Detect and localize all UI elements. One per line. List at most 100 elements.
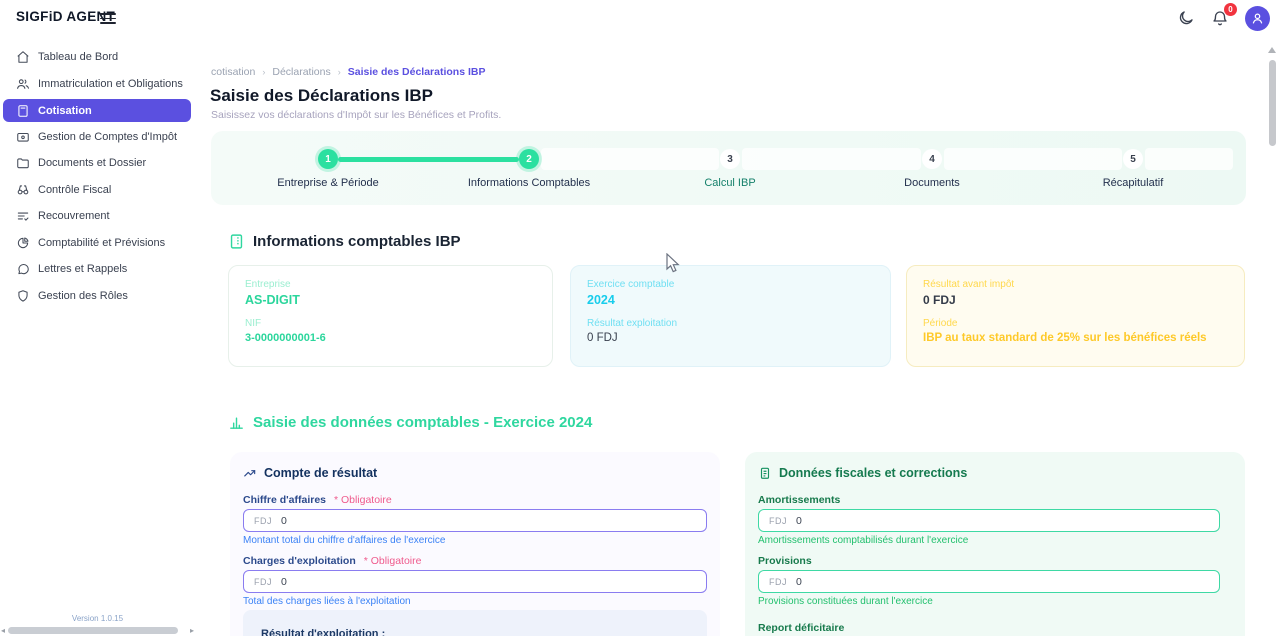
breadcrumb-cotisation[interactable]: cotisation [211,66,256,78]
card-entreprise: Entreprise AS-DIGIT NIF 3-0000000001-6 [228,265,553,367]
step-recapitulatif[interactable]: 5 Récapitulatif [1048,131,1218,189]
resultat-avant-impot-value: 0 FDJ [923,293,956,307]
notification-badge: 0 [1224,3,1237,16]
bar-chart-icon [230,417,243,429]
pie-chart-icon [17,237,29,248]
step-calcul-ibp[interactable]: 3 Calcul IBP [645,131,815,189]
currency-prefix: FDJ [254,576,272,587]
step-entreprise-periode[interactable]: 1 Entreprise & Période [243,131,413,189]
step-label: Calcul IBP [704,177,756,189]
resultat-exploitation-box: Résultat d'exploitation : [243,610,707,636]
required-tag: * Obligatoire [333,494,392,506]
currency-prefix: FDJ [769,576,787,587]
input-value: 0 [796,575,802,588]
trending-up-icon [244,470,256,477]
credit-card-icon [17,132,29,142]
exercice-label: Exercice comptable [587,279,675,290]
page-title: Saisie des Déclarations IBP [210,86,433,105]
topbar: SIGFiD AGENT 0 [0,0,1280,36]
card-resultat-impot: Résultat avant impôt 0 FDJ Période IBP a… [906,265,1245,367]
notifications-button[interactable]: 0 [1211,3,1237,27]
breadcrumb-declarations[interactable]: Déclarations [272,66,331,78]
entreprise-label: Entreprise [245,279,291,290]
step-number: 1 [318,149,338,169]
resultat-exploitation-value: 0 FDJ [587,332,618,344]
breadcrumb-separator: › [262,67,266,77]
vertical-scroll-up-arrow-icon[interactable] [1268,47,1276,53]
compte-resultat-heading: Compte de résultat [243,466,707,480]
step-number: 5 [1123,149,1143,169]
main-content: cotisation › Déclarations › Saisie des D… [195,36,1280,636]
sidebar-item-immatriculation[interactable]: Immatriculation et Obligations [3,71,191,98]
input-value: 0 [281,514,287,527]
sidebar: Tableau de Bord Immatriculation et Oblig… [0,36,195,636]
stepper-connector-done [338,157,519,162]
stepper-connector [742,148,921,170]
sidebar-item-controle-fiscal[interactable]: Contrôle Fiscal [3,177,191,204]
chat-bubble-icon [18,264,29,275]
sidebar-item-label: Comptabilité et Prévisions [38,236,166,249]
required-tag: * Obligatoire [363,555,422,567]
sidebar-item-documents[interactable]: Documents et Dossier [3,150,191,177]
donnees-fiscales-card: Données fiscales et corrections Amortiss… [745,452,1245,636]
step-number: 2 [519,149,539,169]
sidebar-item-roles[interactable]: Gestion des Rôles [3,283,191,310]
field-label-text: Charges d'exploitation [243,555,356,567]
step-label: Entreprise & Période [277,177,379,189]
sidebar-item-label: Recouvrement [38,210,110,223]
charges-exploitation-helper: Total des charges liées à l'exploitation [243,596,411,607]
step-documents[interactable]: 4 Documents [847,131,1017,189]
breadcrumb-separator: › [337,67,341,77]
periode-label: Période [923,318,958,329]
sidebar-item-label: Lettres et Rappels [38,263,128,276]
sidebar-item-comptes-impot[interactable]: Gestion de Comptes d'Impôt [3,124,191,151]
step-informations-comptables[interactable]: 2 Informations Comptables [444,131,614,189]
folder-icon [17,158,29,169]
provisions-label: Provisions [758,555,812,567]
clipboard-icon [760,467,770,479]
info-section-heading: Informations comptables IBP [228,233,461,250]
binoculars-icon [17,185,29,195]
currency-prefix: FDJ [254,515,272,526]
report-deficitaire-label: Report déficitaire [758,622,845,634]
horizontal-scrollbar-thumb[interactable] [8,627,178,634]
app-logo: SIGFiD AGENT [16,9,116,24]
sidebar-item-label: Documents et Dossier [38,157,147,170]
bell-icon [1213,11,1227,26]
menu-toggle-icon[interactable] [100,10,116,26]
sidebar-item-cotisation[interactable]: Cotisation [3,99,191,122]
building-icon [230,234,243,249]
periode-value: IBP au taux standard de 25% sur les béné… [923,332,1207,344]
dark-mode-toggle[interactable] [1177,9,1195,27]
input-value: 0 [796,514,802,527]
scroll-right-arrow-icon[interactable]: ▸ [189,626,194,635]
donnees-fiscales-heading: Données fiscales et corrections [758,466,1232,480]
step-label: Informations Comptables [467,177,591,189]
charges-exploitation-input[interactable]: FDJ 0 [243,570,707,593]
sidebar-item-tableau-de-bord[interactable]: Tableau de Bord [3,44,191,71]
chiffre-affaires-input[interactable]: FDJ 0 [243,509,707,532]
sidebar-item-lettres[interactable]: Lettres et Rappels [3,256,191,283]
amortissements-input[interactable]: FDJ 0 [758,509,1220,532]
user-avatar[interactable] [1245,5,1270,31]
nif-value: 3-0000000001-6 [245,332,326,344]
home-icon [17,51,29,64]
breadcrumb: cotisation › Déclarations › Saisie des D… [211,66,485,78]
compte-resultat-card: Compte de résultat Chiffre d'affaires * … [230,452,720,636]
currency-prefix: FDJ [769,515,787,526]
saisie-section-heading: Saisie des données comptables - Exercice… [228,414,592,431]
entreprise-value: AS-DIGIT [245,293,300,307]
card-exercice: Exercice comptable 2024 Résultat exploit… [570,265,891,367]
step-number: 3 [720,149,740,169]
sidebar-item-comptabilite[interactable]: Comptabilité et Prévisions [3,230,191,257]
provisions-input[interactable]: FDJ 0 [758,570,1220,593]
sidebar-horizontal-scrollbar[interactable]: ◂ ▸ [0,626,194,636]
shield-icon [18,289,28,302]
vertical-scrollbar-thumb[interactable] [1269,60,1276,146]
sidebar-item-label: Immatriculation et Obligations [38,77,183,90]
sidebar-item-recouvrement[interactable]: Recouvrement [3,203,191,230]
scroll-left-arrow-icon[interactable]: ◂ [1,626,6,635]
charges-exploitation-label: Charges d'exploitation * Obligatoire [243,555,707,567]
stepper-connector [541,148,719,170]
step-label: Documents [904,177,960,189]
